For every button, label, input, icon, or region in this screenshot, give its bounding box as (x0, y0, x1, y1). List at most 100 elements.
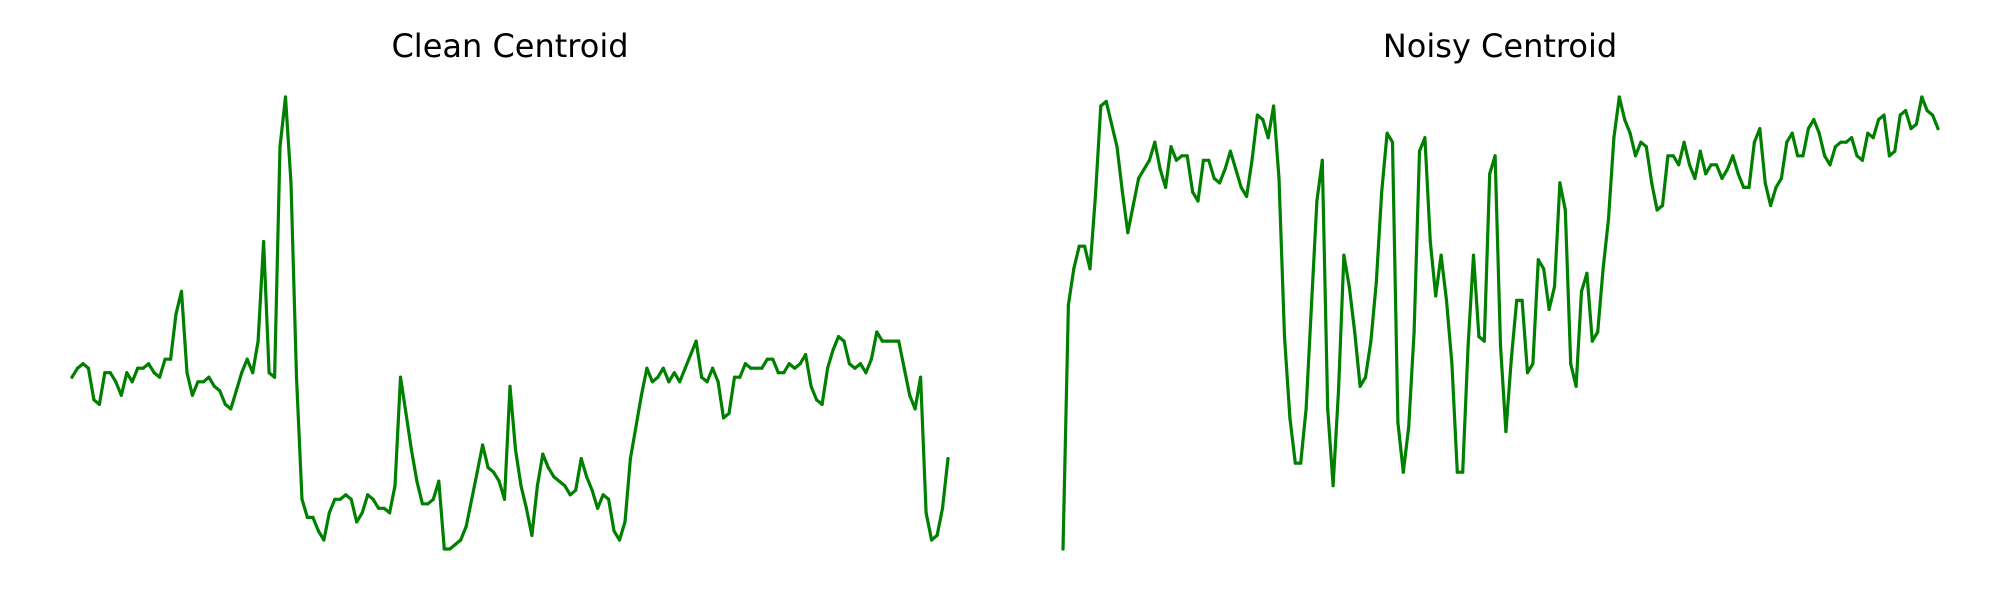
noisy-centroid-point (1763, 181, 1767, 185)
clean-centroid-point (886, 339, 890, 343)
noisy-centroid-point (1693, 176, 1697, 180)
clean-centroid-point (141, 366, 145, 370)
clean-centroid-point (721, 416, 726, 420)
noisy-centroid-line (1061, 95, 1940, 551)
noisy-centroid-point (1061, 547, 1065, 551)
noisy-centroid-point (1893, 149, 1897, 153)
noisy-centroid-point (1261, 118, 1265, 122)
clean-centroid-point (409, 448, 413, 452)
clean-centroid-point (579, 457, 583, 461)
noisy-centroid-point (1623, 118, 1627, 122)
clean-centroid-point (847, 362, 852, 366)
clean-centroid-point (229, 407, 233, 411)
noisy-centroid-point (1909, 127, 1913, 131)
noisy-centroid-point (1110, 122, 1114, 126)
clean-centroid-point (661, 366, 665, 370)
clean-centroid-point (869, 357, 874, 361)
noisy-centroid-point (1866, 131, 1870, 135)
clean-centroid-point (344, 493, 348, 497)
noisy-centroid-point (1164, 185, 1168, 189)
clean-centroid-point (278, 145, 282, 149)
noisy-centroid-point (1644, 145, 1648, 149)
noisy-centroid-point (1072, 267, 1076, 271)
clean-centroid-point (240, 371, 244, 375)
clean-centroid-point (585, 475, 589, 479)
noisy-centroid-point (1077, 244, 1081, 248)
noisy-centroid-point (1655, 208, 1659, 212)
noisy-centroid-point (1590, 339, 1594, 343)
noisy-centroid-point (1682, 140, 1686, 144)
noisy-centroid-point (1504, 429, 1508, 434)
clean-centroid-point (371, 497, 375, 501)
clean-centroid-point (223, 402, 227, 406)
clean-centroid-point (902, 366, 906, 370)
noisy-centroid-point (1131, 203, 1135, 208)
noisy-centroid-point (1731, 154, 1735, 158)
clean-centroid-point (628, 457, 633, 461)
noisy-centroid-point (1558, 181, 1562, 185)
noisy-centroid-point (1617, 95, 1621, 99)
clean-centroid-point (136, 366, 140, 370)
noisy-centroid-point (1531, 362, 1535, 366)
noisy-centroid-point (1774, 185, 1778, 189)
clean-centroid-point (147, 362, 151, 366)
noisy-centroid-point (1698, 149, 1702, 153)
clean-centroid-point (689, 353, 693, 357)
clean-centroid-point (426, 502, 430, 506)
clean-centroid-point (771, 357, 775, 361)
clean-centroid-point (75, 366, 80, 370)
clean-centroid-point (519, 484, 523, 488)
clean-centroid-point (103, 371, 107, 375)
clean-centroid-point (245, 357, 249, 361)
clean-centroid-point (431, 497, 435, 501)
clean-centroid-point (289, 181, 293, 185)
clean-centroid-point (596, 506, 600, 510)
clean-centroid-point (415, 479, 419, 483)
clean-centroid-point (97, 402, 101, 406)
noisy-centroid-point (1336, 389, 1341, 393)
noisy-centroid-point (1142, 167, 1146, 171)
noisy-centroid-point (1650, 181, 1654, 185)
noisy-centroid-point (1342, 253, 1346, 257)
noisy-centroid-point (1147, 158, 1151, 162)
clean-centroid-point (530, 533, 534, 538)
clean-centroid-point (453, 542, 457, 547)
clean-centroid-point (283, 95, 288, 99)
clean-centroid-point (470, 497, 474, 501)
noisy-centroid-point (1812, 118, 1816, 122)
noisy-centroid-point (1385, 131, 1389, 135)
clean-centroid-point (316, 529, 320, 533)
clean-centroid-point (130, 380, 134, 384)
noisy-centroid-point (1914, 122, 1918, 126)
clean-centroid-point (749, 366, 753, 370)
noisy-centroid-point (1099, 104, 1103, 108)
clean-centroid-point (196, 380, 200, 384)
noisy-centroid-point (1509, 357, 1513, 361)
noisy-centroid-point (1293, 461, 1297, 465)
noisy-centroid-point (1493, 154, 1497, 158)
clean-centroid-point (448, 547, 452, 551)
noisy-centroid-point (1779, 176, 1783, 180)
noisy-centroid-point (1401, 470, 1405, 474)
clean-centroid-title: Clean Centroid (391, 27, 628, 65)
clean-centroid-point (300, 497, 304, 501)
noisy-centroid-point (1196, 199, 1200, 203)
clean-centroid-point (831, 348, 835, 352)
noisy-centroid-point (1936, 127, 1940, 131)
noisy-centroid-point (1796, 154, 1800, 158)
noisy-centroid-point (1666, 154, 1670, 158)
clean-centroid-point (607, 497, 611, 501)
noisy-centroid-point (1704, 172, 1708, 176)
noisy-centroid-point (1218, 181, 1222, 185)
clean-centroid-point (738, 375, 742, 379)
clean-centroid-point (442, 547, 446, 551)
clean-centroid-point (864, 371, 868, 375)
noisy-centroid-point (1720, 176, 1724, 180)
noisy-centroid-point (1498, 344, 1503, 348)
clean-centroid-point (935, 533, 939, 538)
clean-centroid-point (836, 335, 841, 339)
noisy-centroid-point (1234, 167, 1238, 171)
clean-centroid-point (234, 389, 238, 393)
noisy-centroid-point (1239, 185, 1243, 189)
